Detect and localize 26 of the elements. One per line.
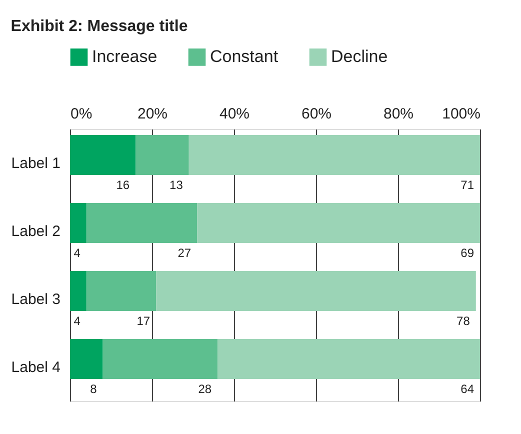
data-label: 16 [116, 178, 130, 192]
x-tick-label: 20% [137, 106, 168, 122]
legend-label: Decline [331, 47, 388, 66]
data-label: 13 [170, 178, 184, 192]
data-label: 17 [136, 314, 150, 328]
data-label: 71 [460, 178, 474, 192]
chart-title: Exhibit 2: Message title [10, 18, 188, 35]
y-tick-label: Label 2 [11, 223, 60, 240]
x-tick-label: 0% [70, 106, 92, 122]
data-label: 4 [74, 314, 81, 328]
x-tick-label: 80% [383, 106, 414, 122]
y-tick-label: Label 4 [11, 359, 60, 376]
legend-label: Increase [92, 47, 158, 66]
x-tick-label: 100% [442, 106, 480, 122]
x-tick-label: 40% [219, 106, 250, 122]
data-label: 27 [178, 246, 192, 260]
data-label: 4 [74, 246, 81, 260]
data-label: 78 [456, 314, 470, 328]
x-tick-label: 60% [301, 106, 332, 122]
y-tick-label: Label 3 [11, 291, 60, 308]
data-label: 28 [198, 382, 212, 396]
legend-label: Constant [210, 47, 278, 66]
data-label: 8 [90, 382, 98, 396]
y-tick-label: Label 1 [11, 155, 60, 172]
data-label: 69 [460, 246, 474, 260]
data-label: 64 [460, 382, 474, 396]
